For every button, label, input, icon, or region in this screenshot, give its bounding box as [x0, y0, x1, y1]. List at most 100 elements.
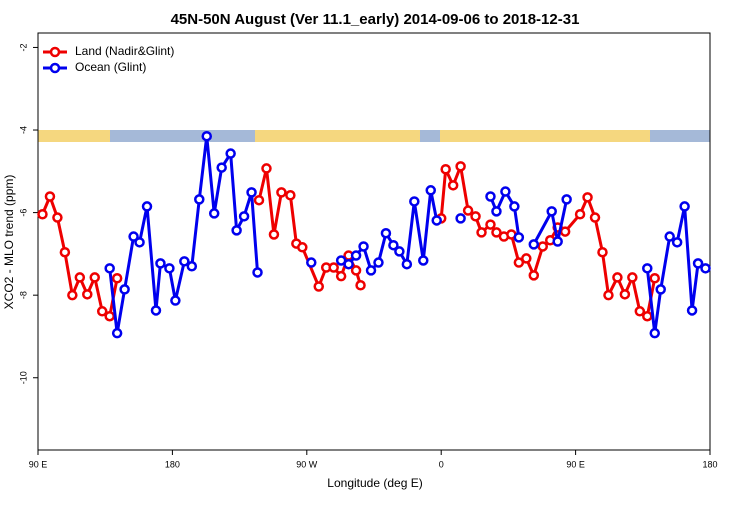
point [37, 209, 48, 220]
point [313, 281, 324, 292]
point [559, 226, 571, 237]
point [394, 246, 405, 257]
chart-title: 45N-50N August (Ver 11.1_early) 2014-09-… [171, 11, 580, 28]
point [671, 237, 683, 248]
point [186, 261, 198, 272]
point [179, 256, 190, 267]
point [350, 250, 362, 261]
point [431, 215, 442, 226]
point [306, 257, 317, 268]
point [513, 232, 525, 243]
point [418, 255, 429, 266]
point [328, 262, 339, 273]
point [700, 263, 711, 274]
point [485, 219, 496, 230]
point [261, 163, 272, 174]
point [485, 191, 496, 202]
point [552, 236, 563, 247]
point [276, 187, 287, 198]
point [447, 180, 459, 191]
series [37, 161, 660, 322]
point [603, 289, 614, 301]
point [509, 201, 520, 212]
land-strip [255, 130, 420, 142]
y-tick-label: -8 [18, 291, 28, 299]
x-tick-label: 90 E [566, 459, 585, 469]
x-tick-label: 180 [702, 459, 717, 469]
point [119, 284, 130, 295]
series [104, 130, 711, 339]
point [194, 194, 205, 205]
y-tick-label: -6 [18, 209, 28, 217]
y-axis-label: XCO2 - MLO trend (ppm) [2, 175, 16, 310]
point [343, 258, 354, 270]
point [546, 206, 557, 217]
point [268, 229, 280, 240]
point [528, 270, 540, 281]
plot-frame [37, 32, 711, 451]
point [537, 241, 548, 252]
x-axis-label: Longitude (deg E) [327, 476, 422, 490]
point [111, 327, 123, 339]
point [252, 267, 263, 278]
y-tick-label: -10 [18, 371, 28, 384]
point [355, 280, 366, 291]
point [170, 295, 181, 306]
point [111, 272, 123, 284]
point [358, 241, 369, 252]
point [238, 211, 250, 222]
point [500, 186, 511, 197]
point [150, 305, 162, 316]
point [59, 246, 71, 258]
point [164, 263, 175, 274]
point [589, 212, 601, 223]
point [655, 284, 666, 295]
point [104, 263, 115, 274]
x-tick-label: 180 [165, 459, 180, 469]
point [141, 201, 153, 212]
point [462, 205, 474, 216]
series-line [532, 199, 569, 246]
legend-marker [49, 62, 61, 74]
point [561, 194, 572, 205]
point [67, 289, 78, 301]
point [216, 162, 227, 173]
point [225, 148, 236, 159]
point [574, 209, 586, 220]
point [52, 212, 63, 223]
y-tick-label: -4 [18, 126, 28, 134]
point [664, 231, 675, 242]
point [335, 270, 347, 282]
point [246, 187, 257, 198]
point [491, 206, 502, 217]
point [208, 208, 220, 219]
point [201, 130, 212, 142]
point [401, 258, 413, 270]
point [350, 265, 362, 276]
point [285, 190, 296, 201]
point [409, 196, 420, 207]
point [425, 185, 436, 196]
map-strip [38, 130, 710, 142]
point [521, 253, 532, 264]
land-strip [38, 130, 110, 142]
point [388, 239, 399, 251]
point [649, 272, 660, 284]
legend-label: Ocean (Glint) [75, 60, 146, 74]
point [642, 310, 653, 322]
point [134, 237, 145, 248]
point [642, 263, 653, 274]
point [692, 258, 704, 269]
point [513, 257, 525, 268]
point [597, 246, 608, 258]
point [476, 227, 487, 238]
point [253, 194, 265, 206]
point [679, 201, 690, 212]
x-tick-label: 90 E [29, 459, 48, 469]
y-tick-label: -2 [18, 43, 28, 51]
point [455, 213, 466, 224]
point [373, 257, 384, 268]
point [627, 272, 638, 283]
